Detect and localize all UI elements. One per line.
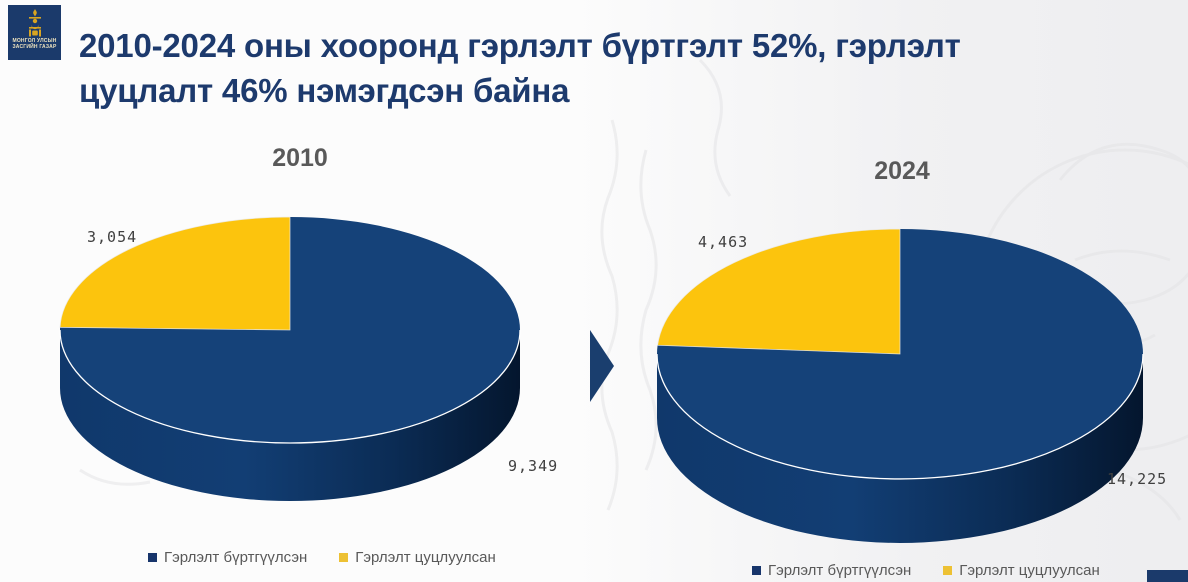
- page-title: 2010-2024 оны хооронд гэрлэлт бүртгэлт 5…: [79, 24, 1164, 114]
- corner-accent-bar: [1147, 570, 1188, 582]
- legend-label-married: Гэрлэлт бүртгүүлсэн: [768, 562, 912, 579]
- pie-1-side: [657, 354, 1143, 543]
- legend-label-divorced: Гэрлэлт цуцлуулсан: [959, 562, 1100, 579]
- government-logo: МОНГОЛ УЛСЫН ЗАСГИЙН ГАЗАР: [8, 5, 61, 60]
- data-label-2010-married: 9,349: [508, 457, 559, 475]
- pie-0-side: [60, 330, 520, 501]
- arrow-right-icon: [590, 330, 614, 402]
- page-title-line1: 2010-2024 оны хооронд гэрлэлт бүртгэлт 5…: [79, 27, 961, 64]
- pie-1-rim: [656, 353, 1144, 480]
- data-label-2024-married: 14,225: [1107, 470, 1168, 488]
- logo-org-line2: ЗАСГИЙН ГАЗАР: [12, 44, 57, 51]
- legend-marker-yellow-icon: [943, 566, 953, 575]
- legend-item-married: Гэрлэлт бүртгүүлсэн: [148, 549, 307, 566]
- pie-2024: [656, 228, 1144, 543]
- legend-item-divorced: Гэрлэлт цуцлуулсан: [339, 549, 496, 566]
- legend-marker-blue-icon: [752, 566, 761, 575]
- legend-item-married: Гэрлэлт бүртгүүлсэн: [752, 562, 911, 579]
- legend-label-divorced: Гэрлэлт цуцлуулсан: [355, 549, 496, 566]
- pie-0-slice-1: [59, 216, 291, 331]
- soyombo-icon: [28, 9, 41, 37]
- logo-text: МОНГОЛ УЛСЫН ЗАСГИЙН ГАЗАР: [12, 38, 56, 51]
- chart-title-2010: 2010: [272, 144, 328, 172]
- pie-1-slice-1: [657, 228, 901, 355]
- pie-2010: [59, 216, 521, 501]
- legend-2010: Гэрлэлт бүртгүүлсэн Гэрлэлт цуцлуулсан: [148, 549, 496, 566]
- pie-0-rim: [59, 329, 521, 444]
- data-label-2010-divorced: 3,054: [87, 228, 138, 246]
- legend-marker-blue-icon: [148, 553, 157, 562]
- logo-org-line1: МОНГОЛ УЛСЫН: [12, 38, 57, 44]
- legend-marker-yellow-icon: [339, 553, 349, 562]
- chart-title-2024: 2024: [874, 157, 930, 185]
- data-label-2024-divorced: 4,463: [698, 233, 749, 251]
- legend-item-divorced: Гэрлэлт цуцлуулсан: [943, 562, 1100, 579]
- legend-label-married: Гэрлэлт бүртгүүлсэн: [164, 549, 308, 566]
- legend-2024: Гэрлэлт бүртгүүлсэн Гэрлэлт цуцлуулсан: [752, 562, 1100, 579]
- page-title-line2: цуцлалт 46% нэмэгдсэн байна: [79, 71, 570, 109]
